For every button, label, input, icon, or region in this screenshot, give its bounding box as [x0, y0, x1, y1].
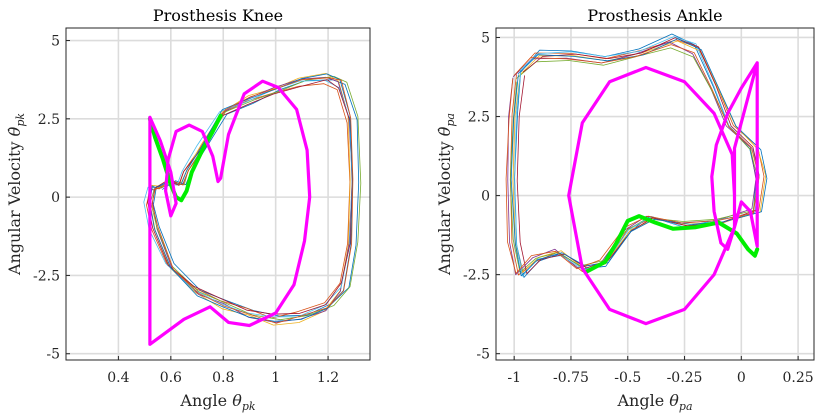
x-tick-label: -0.75 — [553, 370, 589, 386]
x-tick-label: -0.25 — [667, 370, 703, 386]
trial-line — [505, 44, 760, 274]
trial-line — [514, 36, 760, 277]
y-tick-label: 0 — [51, 190, 60, 206]
knee-panel: 0.4 0.6 0.8 1 1.2 -5 -2.5 0 2.5 5 Prosthesis Knee A… — [5, 6, 371, 413]
series-layer — [505, 33, 768, 326]
x-tick-label: 0.25 — [783, 370, 814, 386]
y-tick-label: -2.5 — [463, 268, 490, 284]
x-tick-label: 0.8 — [212, 370, 234, 386]
series-model-magenta — [148, 79, 312, 346]
x-tick-label: -1 — [507, 370, 521, 386]
axes-box — [495, 27, 815, 361]
y-axis-title: Angular Velocity θ̇pa — [435, 113, 457, 276]
grid — [496, 28, 814, 360]
y-tick-label: 5 — [481, 30, 490, 46]
x-tick-label: 1 — [271, 370, 280, 386]
series-layer — [143, 73, 362, 346]
y-tick-label: 2.5 — [468, 110, 490, 126]
y-tick-label: -5 — [476, 347, 490, 363]
x-tick-label: 0 — [737, 370, 746, 386]
y-tick-label: -5 — [46, 347, 60, 363]
y-axis-title: Angular Velocity θ̇pk — [5, 113, 27, 276]
y-tick-label: 2.5 — [38, 112, 60, 128]
x-axis-title: Angle θpa — [616, 391, 692, 413]
x-tick-label: -0.5 — [614, 370, 641, 386]
trial-line — [152, 79, 360, 317]
series-model-green — [147, 113, 223, 203]
trial-line — [510, 38, 768, 277]
y-tick-label: -2.5 — [33, 268, 60, 284]
grid — [66, 28, 370, 360]
trial-line — [143, 80, 353, 318]
chart-title: Prosthesis Ankle — [587, 6, 722, 25]
chart-title: Prosthesis Knee — [153, 6, 283, 25]
x-axis-title: Angle θpk — [179, 391, 255, 413]
series-model-green — [584, 214, 760, 274]
plot-area — [496, 28, 814, 360]
x-tick-label: 0.6 — [160, 370, 182, 386]
y-tick-label: 5 — [51, 34, 60, 50]
series-model-magenta — [567, 61, 759, 326]
x-tick-label: 0.4 — [107, 370, 129, 386]
ankle-panel: -1 -0.75 -0.5 -0.25 0 0.25 -5 -2.5 0 2.5 5 Prosthes… — [435, 6, 815, 413]
y-tick-label: 0 — [481, 189, 490, 205]
axes-box — [65, 27, 371, 361]
x-tick-label: 1.2 — [317, 370, 339, 386]
